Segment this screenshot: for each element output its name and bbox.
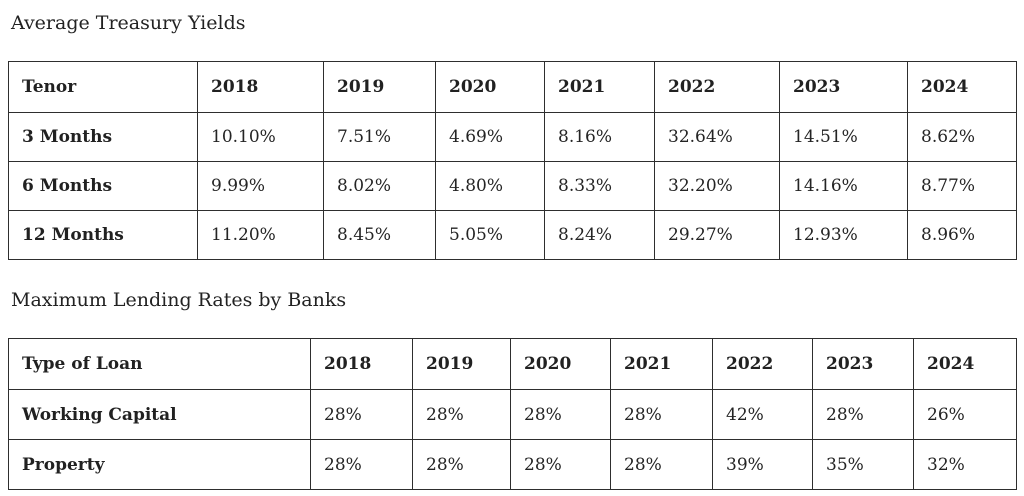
value-cell: 10.10% <box>197 112 324 162</box>
year-column-header: 2022 <box>654 61 780 113</box>
value-cell: 32.20% <box>654 161 780 211</box>
table-row: 3 Months 10.10% 7.51% 4.69% 8.16% 32.64% 14.51… <box>8 112 1017 162</box>
year-column-header: 2021 <box>610 338 713 390</box>
value-cell: 4.80% <box>435 161 545 211</box>
value-cell: 5.05% <box>435 210 545 260</box>
value-cell: 7.51% <box>323 112 436 162</box>
value-cell: 28% <box>510 389 611 440</box>
value-cell: 28% <box>310 439 413 490</box>
year-column-header: 2020 <box>510 338 611 390</box>
value-cell: 14.16% <box>779 161 908 211</box>
lending-rates-title: Maximum Lending Rates by Banks <box>11 289 347 311</box>
value-cell: 4.69% <box>435 112 545 162</box>
value-cell: 26% <box>913 389 1017 440</box>
treasury-yields-table: Tenor 2018 2019 2020 2021 2022 2023 2024 3 Mont… <box>8 61 1017 260</box>
lending-rates-table: Type of Loan 2018 2019 2020 2021 2022 2023 2024… <box>8 338 1017 490</box>
year-column-header: 2024 <box>907 61 1017 113</box>
row-label: 6 Months <box>8 161 198 211</box>
row-label-column-header: Type of Loan <box>8 338 311 390</box>
value-cell: 42% <box>712 389 813 440</box>
year-column-header: 2021 <box>544 61 655 113</box>
row-label: 12 Months <box>8 210 198 260</box>
year-column-header: 2020 <box>435 61 545 113</box>
value-cell: 28% <box>510 439 611 490</box>
row-label: Property <box>8 439 311 490</box>
header-row: Type of Loan 2018 2019 2020 2021 2022 2023 2024 <box>8 338 1017 390</box>
year-column-header: 2023 <box>812 338 914 390</box>
table-row: 12 Months 11.20% 8.45% 5.05% 8.24% 29.27% 12.9… <box>8 210 1017 260</box>
value-cell: 12.93% <box>779 210 908 260</box>
value-cell: 28% <box>412 389 511 440</box>
value-cell: 28% <box>310 389 413 440</box>
year-column-header: 2018 <box>197 61 324 113</box>
value-cell: 32.64% <box>654 112 780 162</box>
value-cell: 8.24% <box>544 210 655 260</box>
value-cell: 11.20% <box>197 210 324 260</box>
year-column-header: 2024 <box>913 338 1017 390</box>
table-row: Working Capital 28% 28% 28% 28% 42% 28% 26% <box>8 389 1017 440</box>
value-cell: 29.27% <box>654 210 780 260</box>
value-cell: 8.16% <box>544 112 655 162</box>
year-column-header: 2019 <box>323 61 436 113</box>
value-cell: 28% <box>412 439 511 490</box>
value-cell: 8.77% <box>907 161 1017 211</box>
value-cell: 14.51% <box>779 112 908 162</box>
value-cell: 32% <box>913 439 1017 490</box>
year-column-header: 2019 <box>412 338 511 390</box>
row-label: 3 Months <box>8 112 198 162</box>
value-cell: 28% <box>812 389 914 440</box>
value-cell: 8.62% <box>907 112 1017 162</box>
value-cell: 35% <box>812 439 914 490</box>
row-label-column-header: Tenor <box>8 61 198 113</box>
treasury-yields-title: Average Treasury Yields <box>11 12 246 34</box>
value-cell: 8.96% <box>907 210 1017 260</box>
year-column-header: 2023 <box>779 61 908 113</box>
year-column-header: 2018 <box>310 338 413 390</box>
table-row: 6 Months 9.99% 8.02% 4.80% 8.33% 32.20% 14.16%… <box>8 161 1017 211</box>
value-cell: 9.99% <box>197 161 324 211</box>
table-row: Property 28% 28% 28% 28% 39% 35% 32% <box>8 439 1017 490</box>
value-cell: 8.02% <box>323 161 436 211</box>
header-row: Tenor 2018 2019 2020 2021 2022 2023 2024 <box>8 61 1017 113</box>
value-cell: 39% <box>712 439 813 490</box>
value-cell: 28% <box>610 439 713 490</box>
row-label: Working Capital <box>8 389 311 440</box>
value-cell: 28% <box>610 389 713 440</box>
value-cell: 8.33% <box>544 161 655 211</box>
year-column-header: 2022 <box>712 338 813 390</box>
value-cell: 8.45% <box>323 210 436 260</box>
